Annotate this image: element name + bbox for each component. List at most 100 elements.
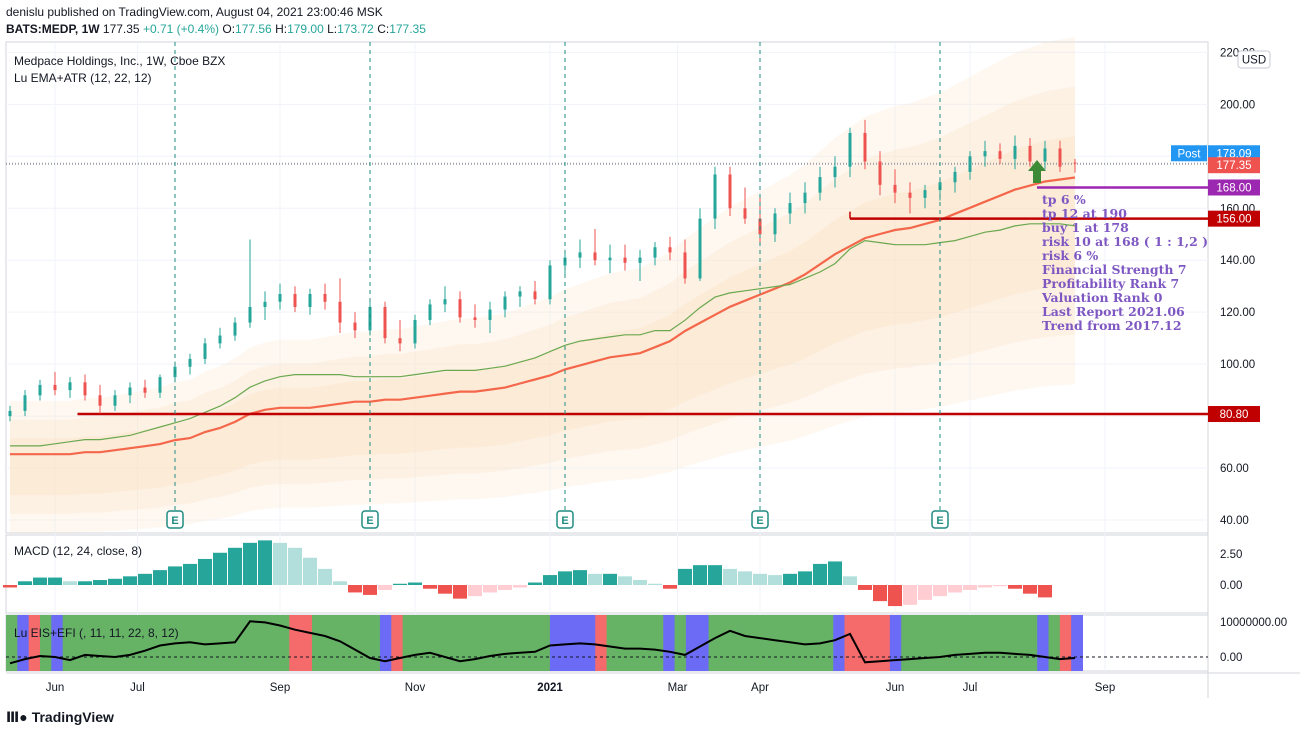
earnings-marker-box[interactable] xyxy=(556,510,574,529)
candle-body[interactable] xyxy=(983,151,987,157)
candle-body[interactable] xyxy=(698,218,702,279)
efi-background-segment xyxy=(663,615,676,671)
candle-body[interactable] xyxy=(188,358,192,367)
symbol-label[interactable]: BATS:MEDP, 1W xyxy=(6,22,100,36)
macd-bar xyxy=(93,580,107,585)
candle-body[interactable] xyxy=(143,387,147,393)
candle-body[interactable] xyxy=(683,252,687,279)
efi-background-segment xyxy=(289,615,302,671)
earnings-marker-box[interactable] xyxy=(361,510,379,529)
candle-body[interactable] xyxy=(368,306,372,331)
candle-body[interactable] xyxy=(338,301,342,323)
candle-body[interactable] xyxy=(548,265,552,300)
currency-badge[interactable]: USD xyxy=(1237,50,1271,69)
candle-body[interactable] xyxy=(638,257,642,263)
candle-body[interactable] xyxy=(308,293,312,307)
efi-background-segment xyxy=(833,615,846,671)
candle-body[interactable] xyxy=(353,322,357,331)
candle-body[interactable] xyxy=(848,132,852,167)
efi-background-segment xyxy=(96,615,109,671)
candle-body[interactable] xyxy=(818,177,822,193)
earnings-marker-box[interactable] xyxy=(931,510,949,529)
candle-body[interactable] xyxy=(278,293,282,302)
candle-body[interactable] xyxy=(1073,162,1077,164)
earnings-marker-box[interactable] xyxy=(751,510,769,529)
candle-body[interactable] xyxy=(593,252,597,261)
candle-body[interactable] xyxy=(1043,148,1047,162)
candle-body[interactable] xyxy=(383,306,387,339)
candle-body[interactable] xyxy=(968,156,972,172)
candle-body[interactable] xyxy=(443,299,447,305)
candle-body[interactable] xyxy=(38,384,42,396)
candle-body[interactable] xyxy=(323,293,327,302)
price-tick-label: 120.00 xyxy=(1220,307,1255,319)
candle-body[interactable] xyxy=(998,151,1002,159)
macd-bar xyxy=(438,585,452,594)
last-price: 177.35 xyxy=(102,22,140,36)
efi-background-segment xyxy=(765,615,778,671)
candle-body[interactable] xyxy=(908,192,912,198)
candlestick-series[interactable] xyxy=(8,119,1077,422)
candle-body[interactable] xyxy=(578,252,582,258)
earnings-marker-box[interactable] xyxy=(166,510,184,529)
efi-background-segment xyxy=(379,615,392,671)
candle-body[interactable] xyxy=(98,395,102,406)
candle-body[interactable] xyxy=(23,395,27,411)
candle-body[interactable] xyxy=(263,301,267,307)
candle-body[interactable] xyxy=(833,166,837,178)
candle-body[interactable] xyxy=(878,161,882,185)
candle-body[interactable] xyxy=(518,291,522,297)
candle-body[interactable] xyxy=(923,190,927,198)
candle-body[interactable] xyxy=(713,174,717,219)
candle-body[interactable] xyxy=(653,247,657,258)
candle-body[interactable] xyxy=(428,304,432,320)
candle-body[interactable] xyxy=(608,257,612,261)
candle-body[interactable] xyxy=(953,171,957,183)
macd-bar xyxy=(18,581,32,585)
candle-body[interactable] xyxy=(893,184,897,193)
high-value: 179.00 xyxy=(287,22,324,36)
candle-body[interactable] xyxy=(503,296,507,310)
candle-body[interactable] xyxy=(68,382,72,391)
candle-body[interactable] xyxy=(473,317,477,320)
candle-body[interactable] xyxy=(788,203,792,214)
candle-body[interactable] xyxy=(83,382,87,396)
candle-body[interactable] xyxy=(413,319,417,344)
candle-body[interactable] xyxy=(743,208,747,219)
trade-note: Trend from 2017.12 xyxy=(1042,318,1182,333)
candle-body[interactable] xyxy=(668,247,672,253)
candle-body[interactable] xyxy=(128,387,132,396)
candle-body[interactable] xyxy=(113,395,117,406)
last-price-tag-label: 177.35 xyxy=(1216,160,1251,172)
trade-note: Valuation Rank 0 xyxy=(1041,290,1163,305)
candle-body[interactable] xyxy=(1013,145,1017,159)
candle-body[interactable] xyxy=(863,132,867,162)
candle-body[interactable] xyxy=(458,299,462,318)
candle-body[interactable] xyxy=(248,306,252,323)
candle-body[interactable] xyxy=(158,377,162,393)
candle-body[interactable] xyxy=(728,174,732,209)
candle-body[interactable] xyxy=(623,257,627,263)
tradingview-logo[interactable]: Ⅲ● TradingView xyxy=(6,709,114,726)
candle-body[interactable] xyxy=(233,322,237,336)
candle-body[interactable] xyxy=(218,335,222,344)
candle-body[interactable] xyxy=(1058,148,1062,167)
candle-body[interactable] xyxy=(53,384,57,391)
candle-body[interactable] xyxy=(1028,145,1032,162)
macd-bar xyxy=(213,552,227,585)
macd-histogram xyxy=(3,540,1052,607)
efi-background-segment xyxy=(1071,615,1083,671)
candle-body[interactable] xyxy=(8,410,12,417)
support-price-tag xyxy=(1208,406,1260,423)
candle-body[interactable] xyxy=(533,291,537,300)
close-value: 177.35 xyxy=(389,22,426,36)
efi-background-segment xyxy=(742,615,755,671)
candle-body[interactable] xyxy=(398,338,402,344)
candle-body[interactable] xyxy=(203,343,207,359)
candle-body[interactable] xyxy=(773,213,777,235)
candle-body[interactable] xyxy=(293,293,297,307)
candle-body[interactable] xyxy=(488,309,492,320)
candle-body[interactable] xyxy=(803,192,807,204)
